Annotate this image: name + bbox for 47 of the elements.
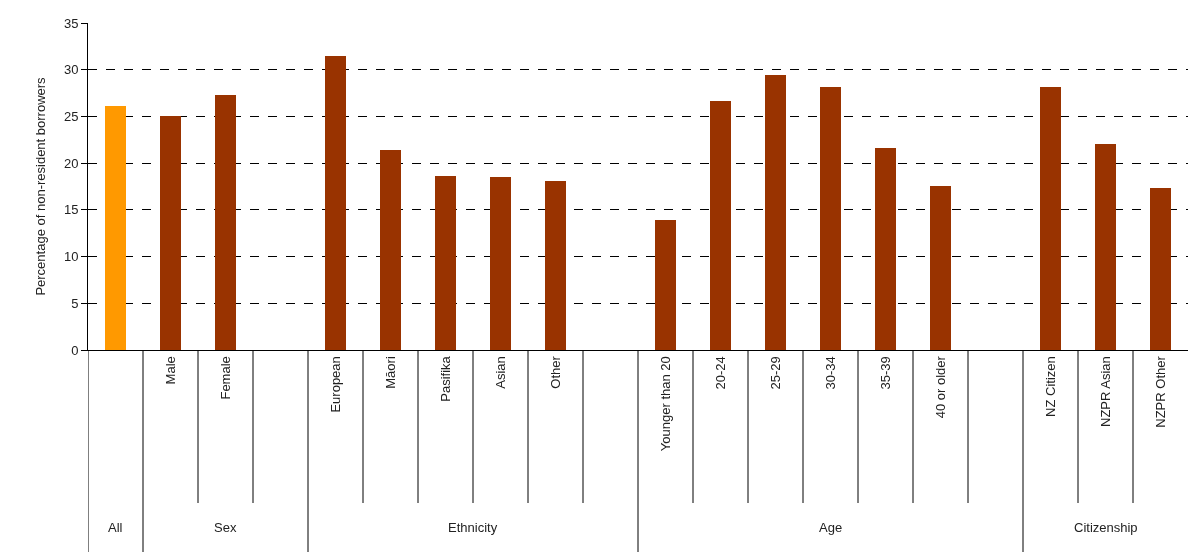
- x-tick-label: 30-34: [822, 356, 838, 390]
- y-tick-label: 0: [71, 342, 79, 358]
- y-tick-label: 30: [63, 62, 79, 78]
- bar: [435, 176, 456, 350]
- bar: [105, 106, 126, 350]
- y-tick-label: 5: [71, 295, 79, 311]
- x-tick-label: Other: [547, 355, 563, 389]
- bar: [1040, 87, 1061, 350]
- x-tick-label: Female: [217, 356, 233, 400]
- bar: [380, 150, 401, 350]
- bar: [160, 116, 181, 350]
- x-tick-label: NZ Citizen: [1042, 356, 1058, 417]
- bar: [1095, 144, 1116, 350]
- x-tick-label: European: [327, 356, 343, 413]
- y-tick-label: 10: [63, 249, 79, 265]
- bar: [930, 186, 951, 350]
- x-tick-label: NZPR Asian: [1097, 356, 1113, 428]
- y-tick-label: 15: [63, 202, 79, 218]
- x-tick-label: 25-29: [767, 356, 783, 390]
- text: Citizenship: [1074, 520, 1138, 535]
- y-tick-label: 25: [63, 108, 79, 124]
- x-tick-label: Male: [162, 356, 178, 385]
- bar: [710, 101, 731, 350]
- bar: [820, 87, 841, 350]
- x-tick-label: Asian: [492, 356, 508, 389]
- bar: [215, 95, 236, 350]
- y-tick-label: 35: [63, 15, 79, 31]
- x-tick-label: 40 or older: [932, 355, 948, 419]
- bar: [490, 177, 511, 350]
- bar: [875, 148, 896, 350]
- x-tick-label: Pasifika: [437, 355, 453, 402]
- x-tick-label: NZPR Other: [1152, 355, 1168, 428]
- y-tick-label: 20: [63, 155, 79, 171]
- x-tick-label: 35-39: [877, 356, 893, 390]
- bar: [545, 181, 566, 350]
- bar: [655, 220, 676, 350]
- text: Sex: [214, 520, 237, 535]
- bar: [1150, 188, 1171, 350]
- text: Age: [819, 520, 843, 535]
- x-tick-label: Māori: [382, 356, 398, 389]
- bar: [325, 56, 346, 350]
- text: All: [108, 520, 123, 535]
- bar: [765, 75, 786, 350]
- text: Ethnicity: [448, 520, 498, 535]
- x-tick-label: 20-24: [712, 356, 728, 390]
- y-axis-title: Percentage of non-resident borrowers: [32, 76, 48, 296]
- x-tick-label: Younger than 20: [657, 356, 673, 452]
